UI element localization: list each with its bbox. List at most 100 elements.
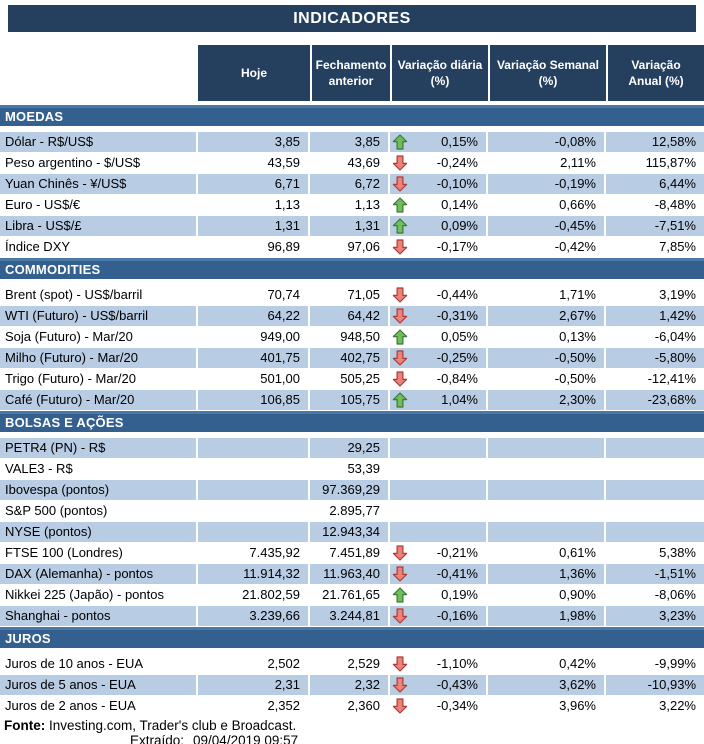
down-arrow-slot — [390, 698, 410, 714]
row-label: Juros de 10 anos - EUA — [0, 654, 198, 675]
column-header-hoje: Hoje — [198, 45, 310, 101]
table-row: S&P 500 (pontos) 2.895,77 — [0, 501, 704, 522]
cell-variacao-diaria: -0,31% — [390, 306, 488, 327]
variacao-diaria-value: -0,21% — [436, 545, 478, 560]
cell-fechamento: 2,529 — [310, 654, 390, 675]
down-arrow-icon — [392, 608, 408, 624]
cell-variacao-anual: 5,38% — [606, 543, 704, 564]
row-label: Milho (Futuro) - Mar/20 — [0, 348, 198, 369]
variacao-diaria-value: -0,31% — [436, 308, 478, 323]
cell-hoje: 21.802,59 — [198, 585, 310, 606]
cell-variacao-diaria — [390, 480, 488, 501]
row-label: FTSE 100 (Londres) — [0, 543, 198, 564]
cell-variacao-anual: 6,44% — [606, 174, 704, 195]
table-row: Trigo (Futuro) - Mar/20 501,00 505,25 -0,84… — [0, 369, 704, 390]
cell-variacao-diaria — [390, 522, 488, 543]
column-header-variacao-anual: Variação Anual (%) — [606, 45, 704, 101]
row-label: Euro - US$/€ — [0, 195, 198, 216]
cell-hoje: 3.239,66 — [198, 606, 310, 627]
cell-variacao-diaria: 0,05% — [390, 327, 488, 348]
table-row: Yuan Chinês - ¥/US$ 6,71 6,72 -0,10% -0,19% 6… — [0, 174, 704, 195]
cell-variacao-anual: 1,42% — [606, 306, 704, 327]
table-body: MOEDAS Dólar - R$/US$ 3,85 3,85 0,15% -0,08% 1… — [0, 105, 704, 717]
cell-hoje: 2,31 — [198, 675, 310, 696]
cell-hoje: 96,89 — [198, 237, 310, 258]
row-label: S&P 500 (pontos) — [0, 501, 198, 522]
down-arrow-slot — [390, 545, 410, 561]
row-label: PETR4 (PN) - R$ — [0, 438, 198, 459]
cell-fechamento: 64,42 — [310, 306, 390, 327]
up-arrow-icon — [392, 392, 408, 408]
row-label: Yuan Chinês - ¥/US$ — [0, 174, 198, 195]
variacao-diaria-value: 0,05% — [441, 329, 478, 344]
variacao-diaria-value: -0,84% — [436, 371, 478, 386]
cell-variacao-anual — [606, 501, 704, 522]
up-arrow-slot — [390, 218, 410, 234]
cell-variacao-anual — [606, 480, 704, 501]
cell-variacao-semanal: 1,98% — [488, 606, 606, 627]
cell-fechamento: 43,69 — [310, 153, 390, 174]
row-label: Nikkei 225 (Japão) - pontos — [0, 585, 198, 606]
down-arrow-icon — [392, 545, 408, 561]
header-spacer — [0, 45, 198, 101]
down-arrow-icon — [392, 155, 408, 171]
cell-variacao-anual: -10,93% — [606, 675, 704, 696]
cell-variacao-anual: 115,87% — [606, 153, 704, 174]
cell-variacao-diaria: -0,25% — [390, 348, 488, 369]
cell-fechamento: 2,32 — [310, 675, 390, 696]
cell-variacao-semanal: 0,61% — [488, 543, 606, 564]
cell-variacao-semanal — [488, 459, 606, 480]
cell-fechamento: 402,75 — [310, 348, 390, 369]
down-arrow-slot — [390, 566, 410, 582]
cell-variacao-semanal: -0,08% — [488, 132, 606, 153]
variacao-diaria-value: -0,17% — [436, 239, 478, 254]
cell-variacao-diaria: -0,21% — [390, 543, 488, 564]
cell-variacao-semanal: -0,19% — [488, 174, 606, 195]
cell-variacao-semanal — [488, 522, 606, 543]
column-header-variacao-diaria: Variação diária (%) — [390, 45, 488, 101]
cell-variacao-anual: 3,19% — [606, 285, 704, 306]
cell-hoje: 70,74 — [198, 285, 310, 306]
down-arrow-icon — [392, 308, 408, 324]
down-arrow-icon — [392, 656, 408, 672]
up-arrow-icon — [392, 329, 408, 345]
cell-fechamento: 7.451,89 — [310, 543, 390, 564]
table-row: Ibovespa (pontos) 97.369,29 — [0, 480, 704, 501]
up-arrow-icon — [392, 197, 408, 213]
cell-fechamento: 2,360 — [310, 696, 390, 717]
extracted-value: 09/04/2019 09:57 — [193, 733, 299, 744]
table-row: Soja (Futuro) - Mar/20 949,00 948,50 0,05% 0… — [0, 327, 704, 348]
down-arrow-slot — [390, 287, 410, 303]
cell-variacao-diaria: -0,34% — [390, 696, 488, 717]
cell-hoje: 1,13 — [198, 195, 310, 216]
cell-variacao-diaria: 0,09% — [390, 216, 488, 237]
cell-hoje — [198, 522, 310, 543]
row-label: Juros de 2 anos - EUA — [0, 696, 198, 717]
cell-variacao-anual: -5,80% — [606, 348, 704, 369]
cell-hoje: 43,59 — [198, 153, 310, 174]
extracted-label: Extraído: — [130, 733, 185, 744]
row-label: Ibovespa (pontos) — [0, 480, 198, 501]
cell-variacao-diaria — [390, 501, 488, 522]
down-arrow-slot — [390, 155, 410, 171]
row-label: NYSE (pontos) — [0, 522, 198, 543]
section-header-moedas: MOEDAS — [0, 105, 704, 126]
cell-variacao-anual — [606, 438, 704, 459]
table-row: VALE3 - R$ 53,39 — [0, 459, 704, 480]
table-row: Peso argentino - $/US$ 43,59 43,69 -0,24% 2,… — [0, 153, 704, 174]
cell-hoje: 949,00 — [198, 327, 310, 348]
cell-variacao-semanal: -0,42% — [488, 237, 606, 258]
cell-variacao-diaria: -0,41% — [390, 564, 488, 585]
cell-variacao-diaria: 0,15% — [390, 132, 488, 153]
up-arrow-icon — [392, 218, 408, 234]
variacao-diaria-value: -0,25% — [436, 350, 478, 365]
row-label: Café (Futuro) - Mar/20 — [0, 390, 198, 411]
variacao-diaria-value: -0,34% — [436, 698, 478, 713]
cell-variacao-semanal: 0,42% — [488, 654, 606, 675]
variacao-diaria-value: -0,16% — [436, 608, 478, 623]
row-label: Shanghai - pontos — [0, 606, 198, 627]
up-arrow-icon — [392, 587, 408, 603]
cell-variacao-anual: -6,04% — [606, 327, 704, 348]
variacao-diaria-value: 0,15% — [441, 134, 478, 149]
